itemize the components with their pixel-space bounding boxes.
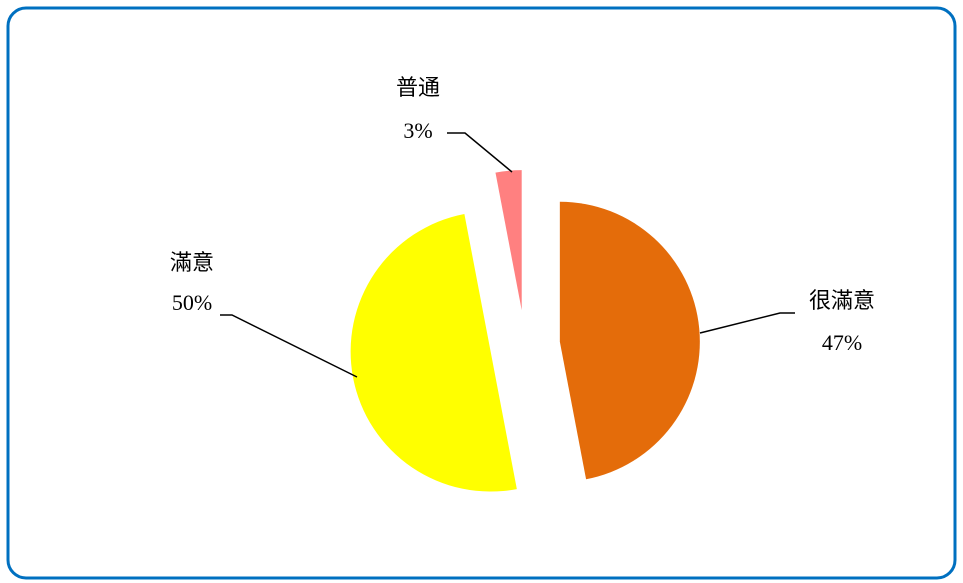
pie-slice [350,214,517,492]
slice-label: 很滿意 [809,288,875,313]
slice-label: 滿意 [170,250,214,275]
slice-value-label: 3% [403,118,432,143]
leader-line [447,132,513,173]
slice-label: 普通 [396,75,440,100]
leader-line [699,312,795,334]
pie-slice [495,170,522,311]
slice-value-label: 47% [822,330,862,355]
chart-frame [6,6,957,580]
pie-slice [559,201,700,480]
slice-value-label: 50% [172,290,212,315]
leader-line [220,314,358,378]
